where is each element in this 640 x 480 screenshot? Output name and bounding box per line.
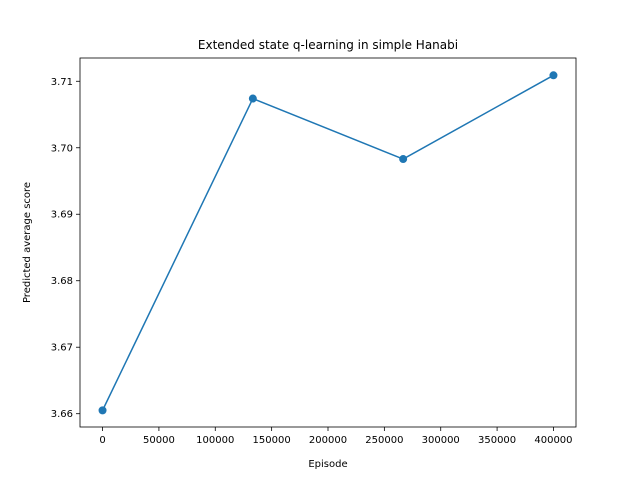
y-tick-label: 3.66 bbox=[51, 409, 73, 420]
y-tick-label: 3.69 bbox=[51, 210, 73, 221]
x-tick-label: 0 bbox=[99, 435, 105, 446]
x-tick-label: 300000 bbox=[422, 435, 460, 446]
y-axis-label: Predicted average score bbox=[22, 182, 33, 303]
series-line bbox=[101, 74, 554, 411]
x-tick-label: 400000 bbox=[534, 435, 572, 446]
x-tick-label: 250000 bbox=[365, 435, 403, 446]
y-tick-label: 3.67 bbox=[51, 343, 73, 354]
plot-area-frame bbox=[79, 57, 577, 428]
x-axis-label: Episode bbox=[308, 459, 347, 470]
y-tick-label: 3.71 bbox=[51, 77, 73, 88]
data-point bbox=[248, 94, 257, 103]
data-point bbox=[98, 406, 107, 415]
y-tick-label: 3.68 bbox=[51, 276, 73, 287]
x-axis: 0 50000 100000 150000 200000 250000 300000 3500… bbox=[99, 427, 573, 446]
y-axis: 3.66 3.67 3.68 3.69 3.70 3.71 bbox=[51, 77, 80, 420]
series-layer bbox=[98, 71, 558, 415]
x-tick-label: 200000 bbox=[309, 435, 347, 446]
x-tick-label: 50000 bbox=[143, 435, 175, 446]
x-tick-label: 350000 bbox=[478, 435, 516, 446]
x-tick-label: 100000 bbox=[196, 435, 234, 446]
y-tick-label: 3.70 bbox=[51, 143, 73, 154]
x-tick-label: 150000 bbox=[253, 435, 291, 446]
data-point bbox=[549, 71, 558, 80]
chart-title: Extended state q-learning in simple Hana… bbox=[198, 38, 458, 52]
data-point bbox=[399, 155, 408, 164]
